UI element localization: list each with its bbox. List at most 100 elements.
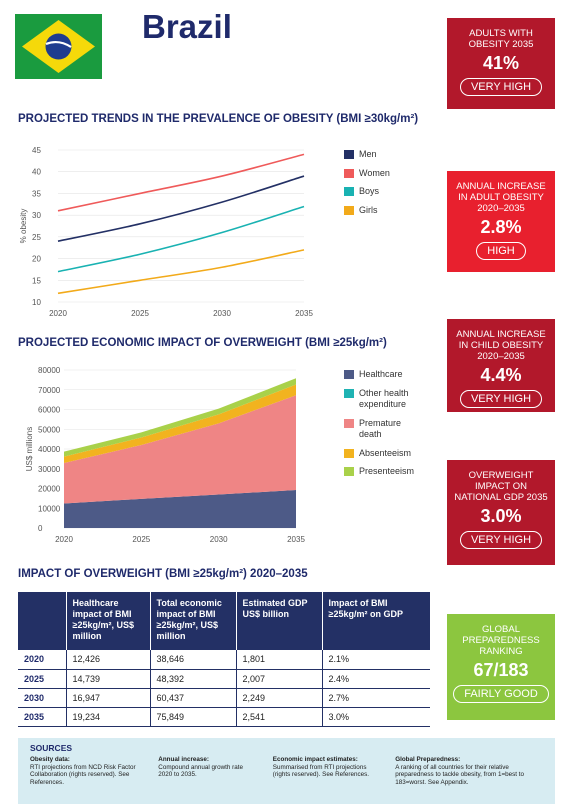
indicator-label: ANNUAL INCREASE IN CHILD OBESITY 2020–20… xyxy=(456,329,546,362)
country-name: Brazil xyxy=(142,8,232,45)
indicator-value: 2.8% xyxy=(480,217,522,237)
legend-label: Women xyxy=(359,167,390,178)
x-tick-label: 2030 xyxy=(210,535,228,544)
legend-item: Presenteeism xyxy=(344,466,421,478)
economic-impact-chart: 0 10000 20000 30000 40000 50000 60000 70000 8000… xyxy=(25,366,305,544)
legend-swatch xyxy=(344,448,354,458)
table-cell-year: 2025 xyxy=(18,669,66,689)
legend-label: Girls xyxy=(359,204,378,215)
y-tick-label: 45 xyxy=(32,146,41,155)
table-cell: 38,646 xyxy=(149,650,236,670)
source-text: Summarised from RTI projections (rights … xyxy=(272,763,370,779)
x-tick-label: 2035 xyxy=(287,535,305,544)
indicator-adults-obesity: ADULTS WITH OBESITY 2035 41% VERY HIGH xyxy=(447,18,555,109)
indicator-rating: VERY HIGH xyxy=(459,531,543,549)
x-tick-label: 2025 xyxy=(131,309,149,318)
y-tick-label: 30000 xyxy=(38,465,61,474)
source-text: A ranking of all countries for their rel… xyxy=(395,763,525,786)
table-cell: 75,849 xyxy=(149,707,236,727)
legend-item: Absenteeism xyxy=(344,448,421,460)
legend-swatch xyxy=(344,418,354,428)
y-tick-label: 40000 xyxy=(38,445,61,454)
area-healthcare xyxy=(64,490,296,528)
y-tick-label: 0 xyxy=(38,524,43,533)
legend-label: Other health expenditure xyxy=(359,387,409,410)
impact-table: Healthcare impact of BMI ≥25kg/m², US$ m… xyxy=(18,592,430,727)
source-item: Economic impact estimates: Summarised fr… xyxy=(273,756,381,786)
legend-swatch xyxy=(344,205,354,215)
y-axis-label: US$ millions xyxy=(25,427,34,471)
table-cell: 2.4% xyxy=(321,669,430,689)
legend-label: Premature death xyxy=(359,417,402,440)
indicator-rating: VERY HIGH xyxy=(459,390,543,408)
indicator-value: 67/183 xyxy=(473,660,529,680)
indicator-label: GLOBAL PREPAREDNESS RANKING xyxy=(462,624,540,657)
legend-item: Premature death xyxy=(344,418,421,441)
legend-label: Absenteeism xyxy=(359,447,412,458)
table-cell-year: 2030 xyxy=(18,688,66,708)
source-text: RTI projections from NCD Risk Factor Col… xyxy=(30,763,136,786)
y-tick-label: 60000 xyxy=(38,406,61,415)
x-tick-label: 2020 xyxy=(55,535,73,544)
indicator-preparedness: GLOBAL PREPAREDNESS RANKING 67/183 FAIRL… xyxy=(447,614,555,720)
y-tick-label: 35 xyxy=(32,189,41,198)
table-cell: 2,541 xyxy=(235,707,322,727)
legend-item: Girls xyxy=(344,205,421,217)
table-header: Estimated GDP US$ billion xyxy=(235,592,322,650)
legend-swatch xyxy=(344,370,354,379)
indicator-value: 4.4% xyxy=(480,365,522,385)
legend-swatch xyxy=(344,150,354,159)
source-text: Compound annual growth rate 2020 to 2035… xyxy=(158,763,243,779)
economic-section-title: PROJECTED ECONOMIC IMPACT OF OVERWEIGHT … xyxy=(18,337,387,349)
y-tick-label: 70000 xyxy=(38,386,61,395)
legend-swatch xyxy=(344,467,354,476)
table-row: 2025 14,739 48,392 2,007 2.4% xyxy=(18,669,430,689)
table-cell: 3.0% xyxy=(321,707,430,727)
x-tick-label: 2035 xyxy=(295,309,313,318)
indicator-label: OVERWEIGHT IMPACT ON NATIONAL GDP 2035 xyxy=(454,470,548,503)
x-tick-label: 2030 xyxy=(213,309,231,318)
legend-item: Healthcare xyxy=(344,369,421,381)
y-tick-label: 40 xyxy=(32,168,41,177)
legend-item: Other health expenditure xyxy=(344,388,421,411)
indicator-adult-increase: ANNUAL INCREASE IN ADULT OBESITY 2020–20… xyxy=(447,171,555,272)
area-absenteeism xyxy=(64,384,296,463)
legend-label: Men xyxy=(359,149,377,159)
legend-item: Boys xyxy=(344,186,421,198)
table-cell-year: 2020 xyxy=(18,650,66,670)
table-cell: 12,426 xyxy=(65,650,150,670)
indicator-child-increase: ANNUAL INCREASE IN CHILD OBESITY 2020–20… xyxy=(447,319,555,412)
x-tick-label: 2025 xyxy=(132,535,150,544)
table-header: Healthcare impact of BMI ≥25kg/m², US$ m… xyxy=(65,592,150,650)
indicator-rating: FAIRLY GOOD xyxy=(453,685,549,703)
source-item: Global Preparedness: A ranking of all co… xyxy=(395,756,543,786)
series-line-girls xyxy=(57,249,305,295)
table-header: Total economic impact of BMI ≥25kg/m², U… xyxy=(149,592,236,650)
table-cell: 2.7% xyxy=(321,688,430,708)
series-line-boys xyxy=(57,205,305,273)
indicator-value: 3.0% xyxy=(480,506,522,526)
series-line-women xyxy=(57,153,305,212)
economic-impact-legend: Healthcare Other health expenditure Premat… xyxy=(344,369,421,485)
source-head: Obesity data: xyxy=(30,756,70,763)
indicator-label: ANNUAL INCREASE IN ADULT OBESITY 2020–20… xyxy=(456,181,546,214)
legend-swatch xyxy=(344,168,354,178)
brazil-flag-icon xyxy=(15,14,102,79)
series-line-men xyxy=(57,175,305,242)
y-tick-label: 20000 xyxy=(38,485,61,494)
source-head: Global Preparedness: xyxy=(395,756,461,763)
source-head: Economic impact estimates: xyxy=(272,756,358,763)
legend-swatch xyxy=(344,388,354,398)
legend-item: Men xyxy=(344,149,421,161)
obesity-trend-legend: Men Women Boys Girls xyxy=(344,149,421,223)
source-item: Annual increase: Compound annual growth … xyxy=(158,756,257,786)
source-head: Annual increase: xyxy=(158,756,210,763)
table-cell: 2.1% xyxy=(321,650,430,670)
y-tick-label: 30 xyxy=(32,211,41,220)
table-header xyxy=(18,592,66,650)
legend-label: Healthcare xyxy=(359,369,403,379)
y-tick-label: 25 xyxy=(32,233,41,242)
y-tick-label: 20 xyxy=(32,255,41,264)
indicator-rating: HIGH xyxy=(476,242,526,260)
